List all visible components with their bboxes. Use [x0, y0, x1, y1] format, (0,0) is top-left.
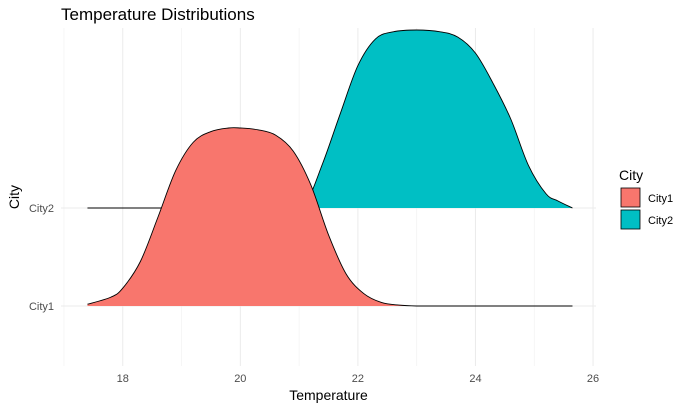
ridge-fill-city2 — [87, 30, 573, 208]
legend-key-city1 — [620, 187, 641, 208]
legend-key-city2 — [620, 209, 641, 230]
legend-label: City2 — [648, 215, 673, 227]
ridge-outline-city1 — [87, 127, 573, 307]
legend-title: City — [619, 167, 643, 183]
x-axis-title: Temperature — [289, 387, 368, 403]
chart-title: Temperature Distributions — [61, 5, 255, 24]
x-tick-label: 22 — [352, 373, 364, 385]
x-tick-label: 20 — [234, 373, 246, 385]
ridge-fill-city1 — [87, 127, 573, 307]
legend-label: City1 — [648, 193, 673, 205]
y-axis-title: City — [6, 185, 22, 209]
x-tick-label: 26 — [587, 373, 599, 385]
y-tick-label: City2 — [29, 203, 54, 215]
x-tick-label: 18 — [117, 373, 129, 385]
y-tick-label: City1 — [29, 301, 54, 313]
x-tick-label: 24 — [469, 373, 481, 385]
